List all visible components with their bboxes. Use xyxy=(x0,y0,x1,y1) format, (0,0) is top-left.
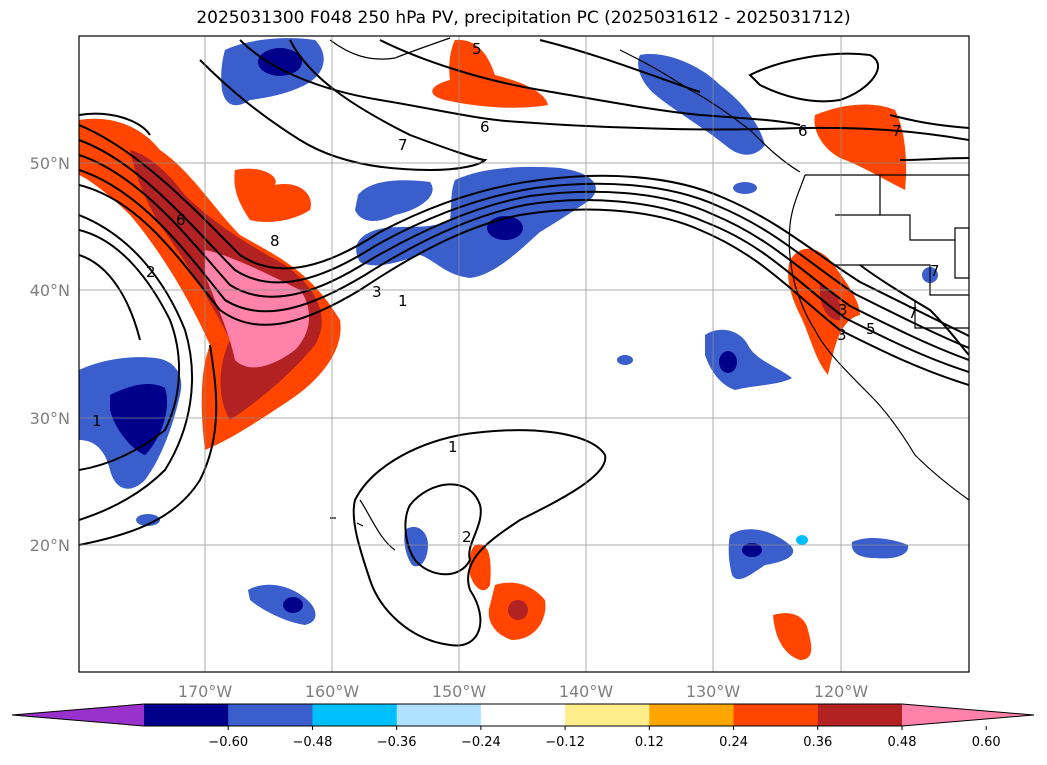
contour-label: 3 xyxy=(838,301,848,319)
contour-label: 2 xyxy=(462,528,472,546)
lon-label: 150°W xyxy=(432,682,487,701)
contour-label: 3 xyxy=(372,283,382,301)
colorbar-swatch xyxy=(312,704,398,726)
colorbar-tick-label: −0.48 xyxy=(293,735,333,750)
colorbar-swatch xyxy=(228,704,313,726)
colorbar-tick-label: 0.24 xyxy=(719,735,748,750)
colorbar-extend-low xyxy=(12,704,144,726)
negative-precip-shading xyxy=(79,38,938,625)
lat-label: 30°N xyxy=(30,409,70,428)
colorbar-tick-label: −0.24 xyxy=(461,735,501,750)
lon-label: 170°W xyxy=(178,682,233,701)
contour-label: 7 xyxy=(892,122,902,140)
colorbar-tick-label: 0.60 xyxy=(972,735,1001,750)
colorbar-tick-label: 0.12 xyxy=(635,735,664,750)
contour-label: 1 xyxy=(448,438,458,456)
map-area: 1 2 6 8 3 1 7 6 5 6 7 1 2 3 5 7 3 7 xyxy=(79,36,969,672)
lon-label: 120°W xyxy=(814,682,869,701)
longitude-labels: 170°W 160°W 150°W 140°W 130°W 120°W xyxy=(178,682,869,701)
lat-label: 20°N xyxy=(30,536,70,555)
map-title: 2025031300 F048 250 hPa PV, precipitatio… xyxy=(196,8,851,28)
contour-label: 3 xyxy=(837,326,847,344)
contour-label: 7 xyxy=(908,304,918,322)
colorbar-swatch xyxy=(565,704,650,726)
lon-label: 130°W xyxy=(686,682,741,701)
contour-labels: 1 2 6 8 3 1 7 6 5 6 7 1 2 3 5 7 3 7 xyxy=(92,40,940,546)
colorbar-tick-label: −0.12 xyxy=(545,735,585,750)
contour-label: 5 xyxy=(866,320,876,338)
colorbar-swatch xyxy=(649,704,735,726)
positive-precip-shading xyxy=(79,39,907,660)
colorbar-swatch xyxy=(396,704,482,726)
lat-label: 40°N xyxy=(30,281,70,300)
colorbar-extend-high xyxy=(902,704,1034,726)
map-frame xyxy=(78,35,970,673)
colorbar-swatch xyxy=(733,704,819,726)
contour-label: 6 xyxy=(798,122,808,140)
colorbar-tick-label: 0.36 xyxy=(803,735,832,750)
lon-label: 140°W xyxy=(559,682,614,701)
latitude-labels: 50°N 40°N 30°N 20°N xyxy=(30,154,70,555)
colorbar-tick-label: 0.48 xyxy=(888,735,917,750)
lon-label: 160°W xyxy=(305,682,360,701)
lat-label: 50°N xyxy=(30,154,70,173)
contour-label: 5 xyxy=(472,40,482,58)
contour-label: 7 xyxy=(930,262,940,280)
gridlines xyxy=(79,36,969,672)
colorbar-swatch xyxy=(480,704,566,726)
colorbar-tick-label: −0.36 xyxy=(377,735,417,750)
colorbar-tick-label: −0.60 xyxy=(208,735,248,750)
contour-label: 1 xyxy=(92,412,102,430)
contour-label: 1 xyxy=(398,292,408,310)
contour-label: 6 xyxy=(480,118,490,136)
colorbar: −0.60 −0.48 −0.36 −0.24 −0.12 0.12 0.24 0.36 0.4… xyxy=(11,703,1035,750)
contour-label: 2 xyxy=(146,263,156,281)
colorbar-outline xyxy=(11,703,1035,727)
contour-label: 8 xyxy=(270,232,280,250)
colorbar-swatch xyxy=(144,704,229,726)
colorbar-swatch xyxy=(817,704,903,726)
contour-label: 7 xyxy=(398,136,408,154)
contour-label: 6 xyxy=(176,211,186,229)
